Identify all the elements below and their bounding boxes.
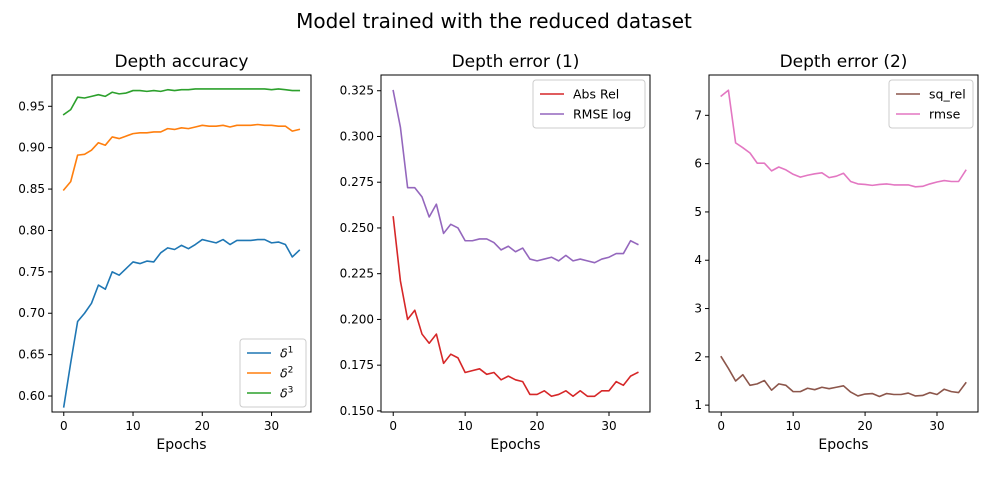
- y-tick-label: 0.225: [340, 267, 374, 281]
- series-line-1: [62, 238, 301, 408]
- y-tick-label: 0.70: [18, 306, 45, 320]
- y-tick-label: 2: [694, 350, 702, 364]
- y-tick-label: 1: [694, 398, 702, 412]
- y-tick-label: 0.250: [340, 221, 374, 235]
- legend-entry: rmse: [929, 107, 961, 122]
- legend-entry: Abs Rel: [573, 87, 619, 102]
- subplot-title: Depth error (2): [780, 52, 908, 72]
- legend-entry-name: δ: [280, 346, 288, 361]
- y-tick-label: 4: [694, 253, 702, 267]
- x-tick-label: 30: [929, 419, 944, 433]
- series-line-2: [62, 123, 301, 192]
- series-line-2: [720, 89, 967, 188]
- y-tick-label: 0.175: [340, 358, 374, 372]
- y-tick-label: 0.85: [18, 182, 45, 196]
- subplot-title: Depth accuracy: [115, 52, 249, 72]
- y-tick-label: 3: [694, 302, 702, 316]
- subplot-1: Depth accuracy 0 10 20 30 0.60 0.65 0.70 0.75 0.8…: [18, 52, 312, 453]
- legend-entry-name: Abs Rel: [573, 87, 619, 102]
- x-tick-label: 30: [601, 419, 616, 433]
- legend-box: [532, 79, 646, 129]
- legend-entry: δ1: [280, 346, 293, 361]
- y-tick-label: 0.75: [18, 265, 45, 279]
- legend-entry: δ3: [280, 386, 293, 401]
- y-tick-label: 0.200: [340, 312, 374, 326]
- legend-entry-name: δ: [280, 386, 288, 401]
- y-tick-label: 0.150: [340, 404, 374, 418]
- x-axis-label: Epochs: [490, 437, 540, 453]
- x-tick-label: 0: [389, 419, 397, 433]
- legend: Abs Rel RMSE log: [532, 79, 646, 129]
- x-tick-label: 10: [786, 419, 801, 433]
- legend-entry-name: δ: [280, 366, 288, 381]
- subplot-title: Depth error (1): [452, 52, 580, 72]
- x-tick-label: 30: [264, 419, 279, 433]
- series-line-3: [62, 88, 301, 116]
- x-tick-label: 0: [717, 419, 725, 433]
- x-tick-label: 20: [857, 419, 872, 433]
- y-tick-label: 0.275: [340, 175, 374, 189]
- series-line-1: [392, 216, 639, 398]
- x-axis-label: Epochs: [156, 437, 206, 453]
- axes-frame: [51, 74, 312, 413]
- subplot-2: Depth error (1) 0 10 20 30 0.150 0.175 0.200 0.2…: [340, 52, 651, 453]
- legend-box: [239, 338, 307, 408]
- x-axis-label: Epochs: [818, 437, 868, 453]
- legend-entry-superscript: 2: [288, 366, 294, 376]
- axes-frame: [380, 74, 651, 413]
- x-tick-label: 10: [125, 419, 140, 433]
- subplot-3: Depth error (2) 0 10 20 30 1 2 3 4 5 6 7 Epochs sq_re…: [694, 52, 979, 453]
- x-tick-label: 20: [195, 419, 210, 433]
- y-tick-label: 0.65: [18, 348, 45, 362]
- y-tick-label: 0.80: [18, 223, 45, 237]
- y-tick-label: 0.95: [18, 99, 45, 113]
- y-tick-label: 0.300: [340, 129, 374, 143]
- legend-entry-name: sq_rel: [929, 87, 966, 102]
- x-tick-label: 20: [529, 419, 544, 433]
- legend-entry-superscript: 3: [288, 386, 294, 396]
- y-tick-label: 0.60: [18, 389, 45, 403]
- y-tick-label: 5: [694, 205, 702, 219]
- y-tick-label: 6: [694, 157, 702, 171]
- legend-box: [888, 79, 974, 129]
- series-line-1: [720, 355, 967, 398]
- y-tick-label: 7: [694, 108, 702, 122]
- x-tick-label: 10: [458, 419, 473, 433]
- legend-entry: sq_rel: [929, 87, 966, 102]
- x-tick-label: 0: [60, 419, 68, 433]
- legend-entry: RMSE log: [573, 107, 631, 122]
- y-tick-label: 0.90: [18, 141, 45, 155]
- figure-suptitle: Model trained with the reduced dataset: [296, 9, 692, 33]
- legend-entry-name: rmse: [929, 107, 961, 122]
- y-tick-label: 0.325: [340, 84, 374, 98]
- legend-entry-superscript: 1: [288, 346, 294, 356]
- axes-frame: [708, 74, 979, 413]
- series-line-2: [392, 89, 639, 264]
- legend-entry-name: RMSE log: [573, 107, 631, 122]
- legend-entry: δ2: [280, 366, 293, 381]
